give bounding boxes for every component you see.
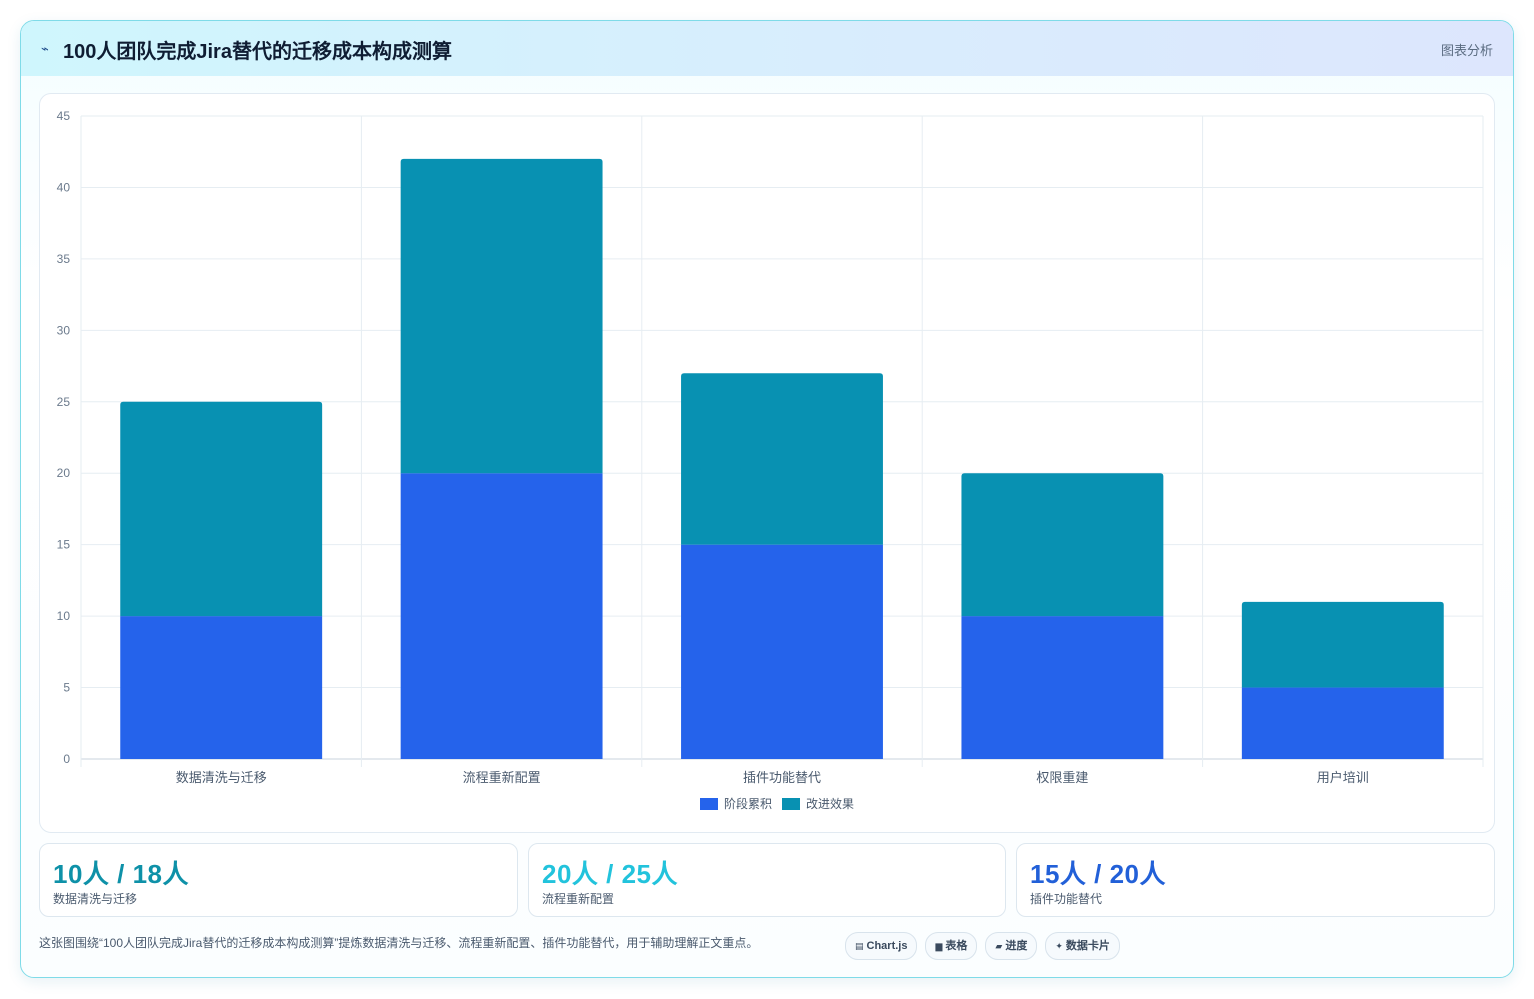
- x-tick-label: 插件功能替代: [743, 770, 821, 785]
- badge-table[interactable]: ▆ 表格: [925, 932, 978, 960]
- y-tick-label: 40: [57, 180, 71, 194]
- badge-label: 表格: [945, 940, 968, 952]
- table-icon: ▆: [935, 941, 943, 951]
- bar-segment: [681, 373, 883, 545]
- x-tick-label: 数据清洗与迁移: [176, 770, 267, 785]
- stat-card-1: 10人 / 18人 数据清洗与迁移: [39, 843, 518, 917]
- bar-segment: [120, 616, 323, 759]
- stat-value: 20人 / 25人: [542, 859, 679, 889]
- x-tick-label: 权限重建: [1036, 770, 1088, 785]
- chart-line-icon: ⌁: [41, 41, 49, 56]
- legend-swatch: [700, 798, 718, 810]
- bar-segment: [400, 473, 603, 759]
- stat-label: 数据清洗与迁移: [53, 892, 138, 906]
- y-tick-label: 45: [57, 109, 71, 123]
- x-tick-label: 流程重新配置: [463, 770, 541, 785]
- bar-segment: [681, 544, 883, 759]
- badge-data-card[interactable]: ✦ 数据卡片: [1045, 932, 1120, 960]
- y-tick-label: 25: [57, 395, 71, 409]
- bar-segment: [400, 158, 603, 474]
- badge-progress[interactable]: ▰ 进度: [985, 932, 1038, 960]
- y-tick-label: 5: [63, 681, 70, 695]
- x-tick-label: 用户培训: [1317, 770, 1369, 785]
- y-tick-label: 15: [57, 538, 71, 552]
- sparkle-icon: ✦: [1055, 941, 1063, 951]
- badge-label: Chart.js: [866, 940, 908, 952]
- badge-list: ▤ Chart.js ▆ 表格 ▰ 进度 ✦ 数据卡片: [845, 932, 1120, 960]
- chart-card: ⌁ 100人团队完成Jira替代的迁移成本构成测算 图表分析 0 5 10 15 20 2…: [20, 20, 1514, 978]
- legend-label: 改进效果: [806, 796, 854, 811]
- y-tick-label: 30: [57, 323, 71, 337]
- badge-label: 进度: [1005, 940, 1028, 952]
- chart-icon: ▤: [855, 941, 864, 951]
- card-header: ⌁ 100人团队完成Jira替代的迁移成本构成测算 图表分析: [21, 21, 1513, 76]
- stat-value: 15人 / 20人: [1030, 859, 1167, 889]
- chart-caption: 这张图围绕“100人团队完成Jira替代的迁移成本构成测算”提炼数据清洗与迁移、…: [39, 936, 759, 950]
- badge-chartjs[interactable]: ▤ Chart.js: [845, 932, 918, 960]
- page-title: 100人团队完成Jira替代的迁移成本构成测算: [63, 41, 452, 63]
- y-tick-label: 0: [63, 752, 70, 766]
- legend-label: 阶段累积: [724, 796, 772, 811]
- header-tag: 图表分析: [1440, 43, 1493, 58]
- stat-card-3: 15人 / 20人 插件功能替代: [1016, 843, 1495, 917]
- bar-segment: [961, 473, 1164, 617]
- bar-segment: [1241, 601, 1444, 688]
- bar-segment: [1241, 687, 1444, 759]
- stat-value: 10人 / 18人: [53, 859, 190, 889]
- legend-swatch: [782, 798, 800, 810]
- y-tick-label: 20: [57, 466, 71, 480]
- stat-card-2: 20人 / 25人 流程重新配置: [528, 843, 1006, 917]
- progress-icon: ▰: [995, 941, 1003, 951]
- badge-label: 数据卡片: [1065, 940, 1110, 952]
- bar-segment: [961, 616, 1164, 759]
- y-tick-label: 35: [57, 252, 71, 266]
- stacked-bar-chart: 0 5 10 15 20 25 30 35 40 45 数据清洗与迁移 流程重新配置 插件功能替代 权限重…: [57, 109, 1484, 811]
- stat-label: 流程重新配置: [542, 892, 615, 906]
- bar-segment: [120, 401, 323, 617]
- stat-label: 插件功能替代: [1030, 892, 1103, 906]
- chart-panel: 0 5 10 15 20 25 30 35 40 45 数据清洗与迁移 流程重新配置 插件功能替代 权限重…: [39, 93, 1495, 833]
- y-tick-label: 10: [57, 609, 71, 623]
